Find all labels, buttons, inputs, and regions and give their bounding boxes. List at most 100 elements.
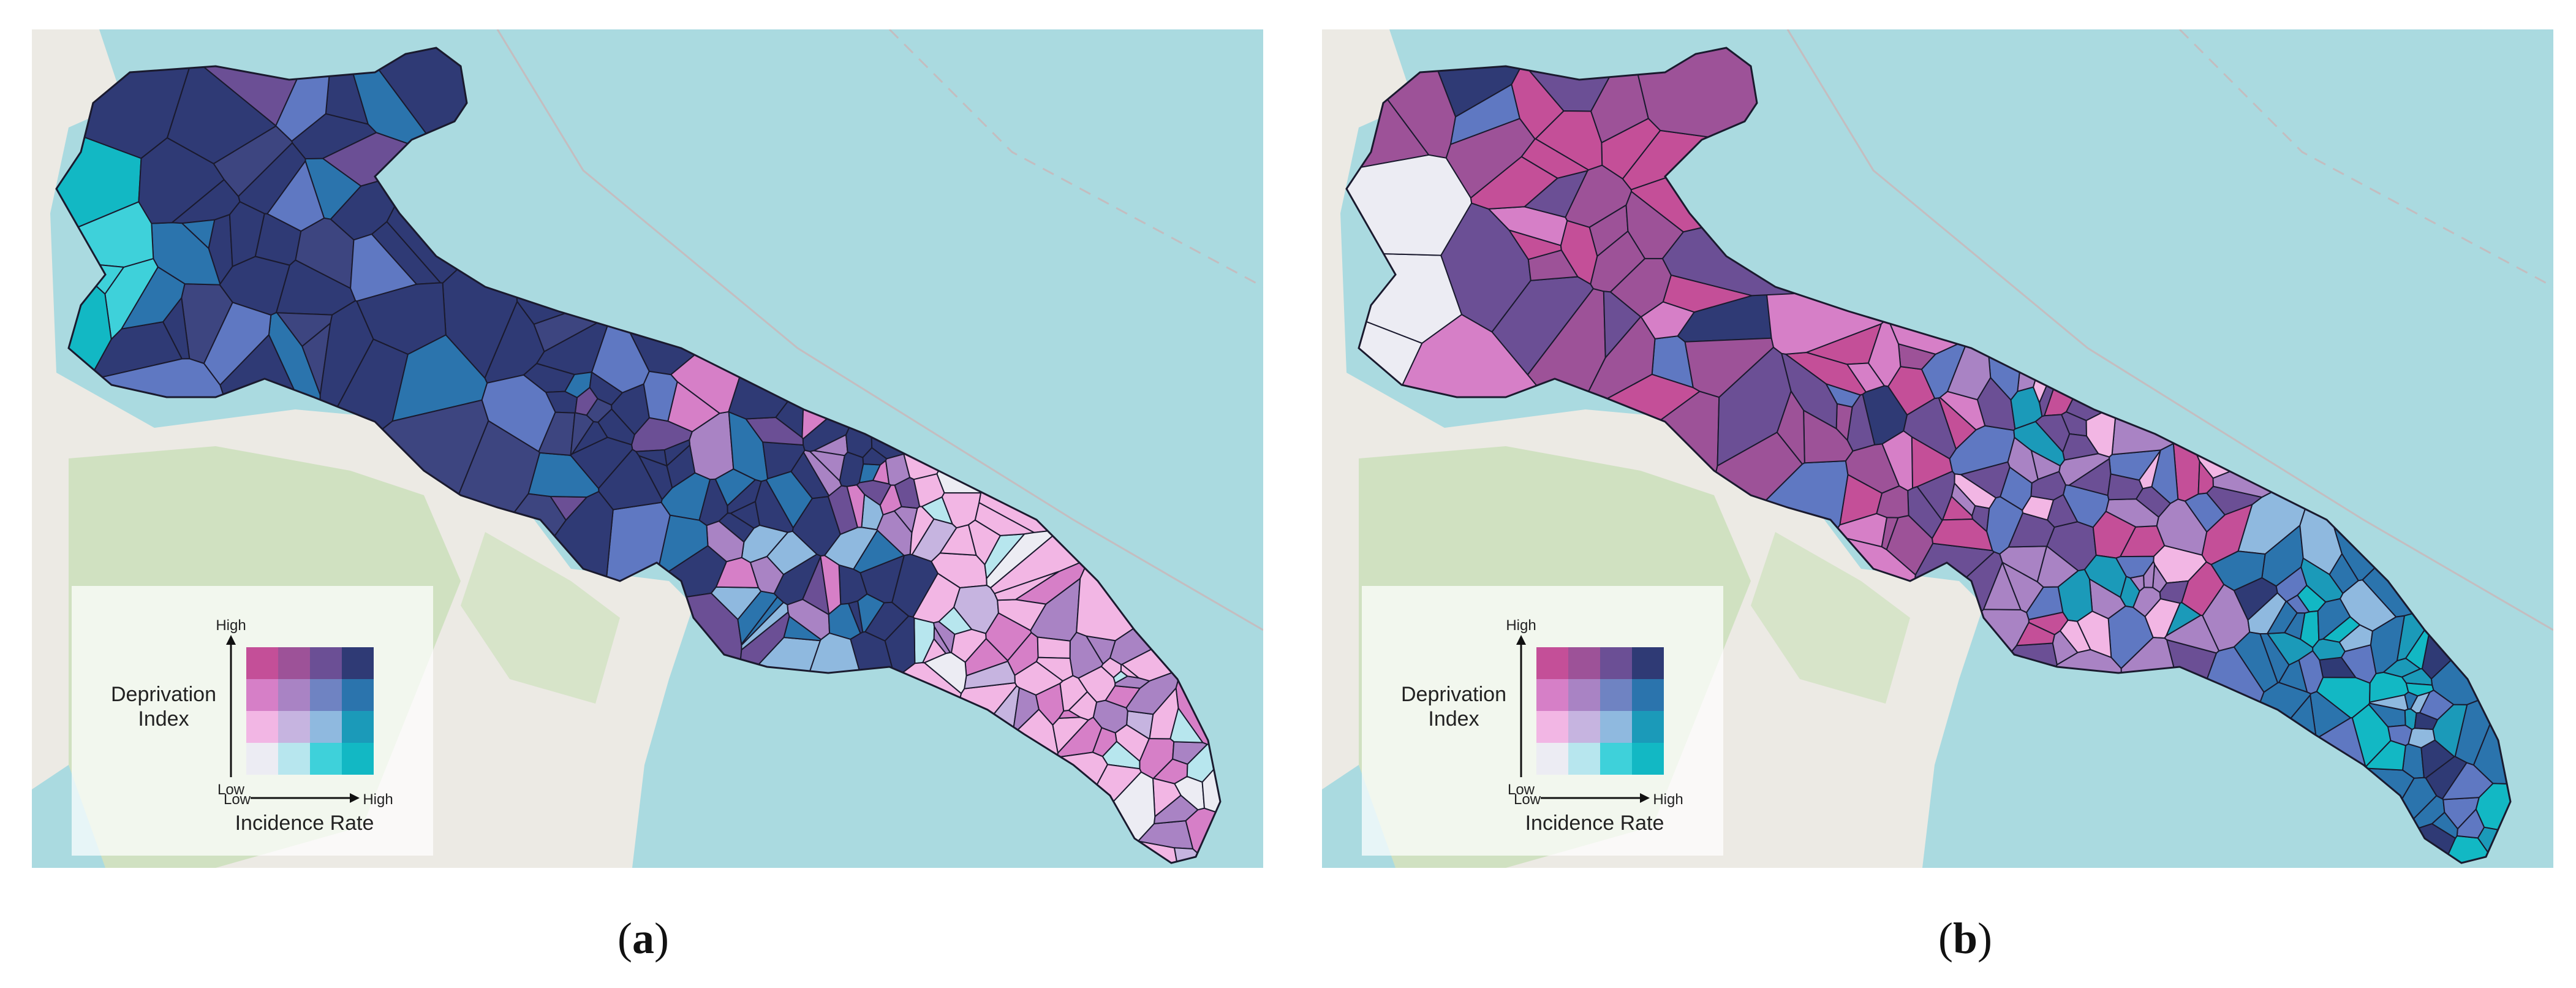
legend-cell	[310, 647, 342, 679]
legend-cell	[1568, 711, 1600, 743]
legend-x-low: Low	[1514, 791, 1541, 808]
legend-cell	[278, 711, 310, 743]
legend-cell	[278, 679, 310, 711]
legend-cell	[278, 647, 310, 679]
municipality-region	[655, 514, 709, 582]
municipality-region	[820, 555, 842, 615]
legend-x-high: High	[363, 791, 393, 808]
municipality-region	[923, 652, 967, 694]
legend-svg: High Low Deprivation Index Low High Inci…	[111, 617, 393, 835]
legend-svg: High Low Deprivation Index Low High Inci…	[1401, 617, 1683, 835]
municipality-region	[1846, 362, 1886, 393]
municipality-region	[1560, 219, 1598, 286]
municipality-region	[2052, 629, 2079, 666]
legend-cell	[278, 743, 310, 775]
legend-cell	[246, 711, 278, 743]
legend-cell	[1600, 711, 1632, 743]
legend-cell	[1600, 679, 1632, 711]
municipality-region	[2129, 574, 2145, 592]
municipality-region	[166, 56, 277, 165]
municipality-region	[350, 233, 418, 302]
municipality-region	[1120, 663, 1141, 679]
municipality-region	[1780, 352, 1838, 430]
municipality-region	[180, 219, 216, 250]
map-panel-a: High Low Deprivation Index Low High Inci…	[32, 29, 1263, 868]
municipality-region	[737, 590, 779, 646]
legend-y-title-1: Deprivation	[111, 683, 216, 706]
legend-cell	[310, 743, 342, 775]
municipality-region	[2283, 612, 2306, 640]
legend-cell	[310, 679, 342, 711]
municipality-region	[2414, 712, 2439, 731]
municipality-region	[1931, 518, 1993, 552]
municipality-region	[790, 450, 830, 500]
region-outline	[55, 47, 1222, 864]
legend-y-high: High	[1506, 617, 1536, 634]
sea-borders	[496, 29, 1263, 631]
municipality-region	[1881, 430, 1914, 492]
legend-cell	[1632, 679, 1664, 711]
municipality-region	[2404, 691, 2419, 710]
legend-y-title-1: Deprivation	[1401, 683, 1506, 706]
municipality-region	[1982, 561, 2022, 610]
caption-label-a: a	[632, 914, 654, 963]
municipality-region	[2034, 414, 2071, 454]
municipality-region	[1169, 707, 1204, 743]
legend-cell	[1632, 743, 1664, 775]
municipality-region	[1535, 110, 1603, 171]
legend-y-low: Low	[217, 781, 245, 798]
legend-cell	[246, 647, 278, 679]
legend-cell	[1536, 679, 1568, 711]
legend-x-low: Low	[224, 791, 251, 808]
municipality-region	[2015, 621, 2056, 647]
legend-cell	[1568, 647, 1600, 679]
legend-cell	[342, 743, 374, 775]
municipality-region	[2210, 550, 2266, 591]
legend-cell	[342, 647, 374, 679]
municipality-region	[2370, 615, 2406, 675]
legend-cell	[1568, 679, 1600, 711]
municipality-region	[1201, 735, 1220, 829]
municipality-region	[891, 553, 939, 618]
municipality-region	[1527, 249, 1579, 281]
municipality-region	[1037, 636, 1071, 659]
forest-patch-2	[1751, 532, 1910, 704]
municipality-region	[714, 468, 757, 507]
legend-cell	[246, 679, 278, 711]
legend-cell	[1568, 743, 1600, 775]
forest-patch-2	[461, 532, 620, 704]
caption-a: (a)	[618, 914, 669, 963]
y-arrowhead	[1516, 635, 1526, 645]
municipality-region	[2163, 614, 2220, 654]
legend-cell	[1536, 647, 1568, 679]
municipality-region	[1776, 390, 1805, 465]
municipality-region	[570, 420, 608, 456]
municipality-region	[276, 312, 333, 348]
municipality-region	[2441, 762, 2494, 800]
municipality-region	[2312, 638, 2346, 661]
y-arrowhead	[226, 635, 236, 645]
municipality-region	[635, 449, 668, 467]
municipality-region	[852, 529, 905, 574]
legend-cell	[246, 743, 278, 775]
legend-cell	[1536, 711, 1568, 743]
legend-cell	[1632, 647, 1664, 679]
region-outline	[1345, 47, 2512, 864]
municipality-region	[2008, 512, 2055, 548]
legend-y-title-2: Index	[138, 707, 189, 731]
municipality-region	[1951, 482, 1976, 517]
municipality-region	[967, 519, 1002, 566]
legend-x-title: Incidence Rate	[1525, 811, 1664, 835]
legend-cell	[1600, 743, 1632, 775]
municipality-region	[120, 266, 186, 330]
legend-cell	[310, 711, 342, 743]
municipality-region	[839, 451, 864, 487]
legend-cell	[1632, 711, 1664, 743]
legend-cell	[1536, 743, 1568, 775]
sea-borders	[1786, 29, 2553, 631]
map-svg-b	[1322, 29, 2553, 868]
municipality-region	[1052, 716, 1090, 754]
x-arrowhead	[350, 793, 360, 803]
map-panel-b: High Low Deprivation Index Low High Inci…	[1322, 29, 2553, 868]
bivariate-legend: High Low Deprivation Index Low High Inci…	[1362, 586, 1723, 856]
